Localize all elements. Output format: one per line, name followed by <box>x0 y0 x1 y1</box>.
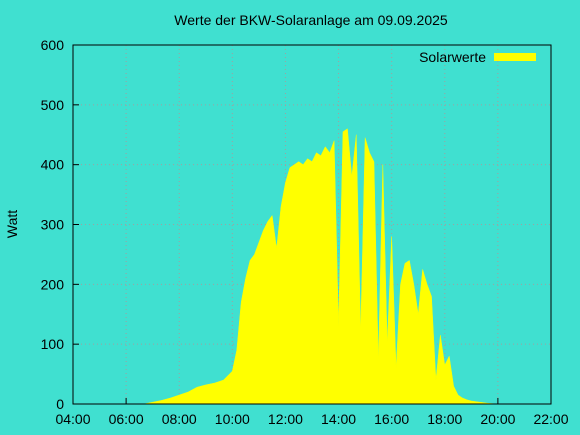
chart-title: Werte der BKW-Solaranlage am 09.09.2025 <box>174 12 448 28</box>
y-tick-label: 100 <box>41 336 65 352</box>
x-tick-label: 22:00 <box>533 411 568 427</box>
x-tick-label: 06:00 <box>109 411 144 427</box>
y-tick-label: 400 <box>41 157 65 173</box>
y-tick-label: 500 <box>41 97 65 113</box>
x-tick-label: 04:00 <box>55 411 90 427</box>
plot-frame <box>72 44 552 405</box>
y-tick-label: 600 <box>41 37 65 53</box>
area <box>143 128 498 405</box>
x-tick-label: 16:00 <box>374 411 409 427</box>
x-tick-label: 14:00 <box>321 411 356 427</box>
y-axis-label: Watt <box>4 210 20 238</box>
legend-swatch <box>494 53 536 61</box>
x-tick-label: 20:00 <box>480 411 515 427</box>
legend-label: Solarwerte <box>419 49 486 65</box>
y-tick-label: 300 <box>41 217 65 233</box>
x-tick-label: 10:00 <box>215 411 250 427</box>
x-tick-label: 18:00 <box>427 411 462 427</box>
y-tick-label: 0 <box>56 396 64 412</box>
x-tick-label: 08:00 <box>162 411 197 427</box>
y-tick-label: 200 <box>41 276 65 292</box>
x-tick-label: 12:00 <box>268 411 303 427</box>
